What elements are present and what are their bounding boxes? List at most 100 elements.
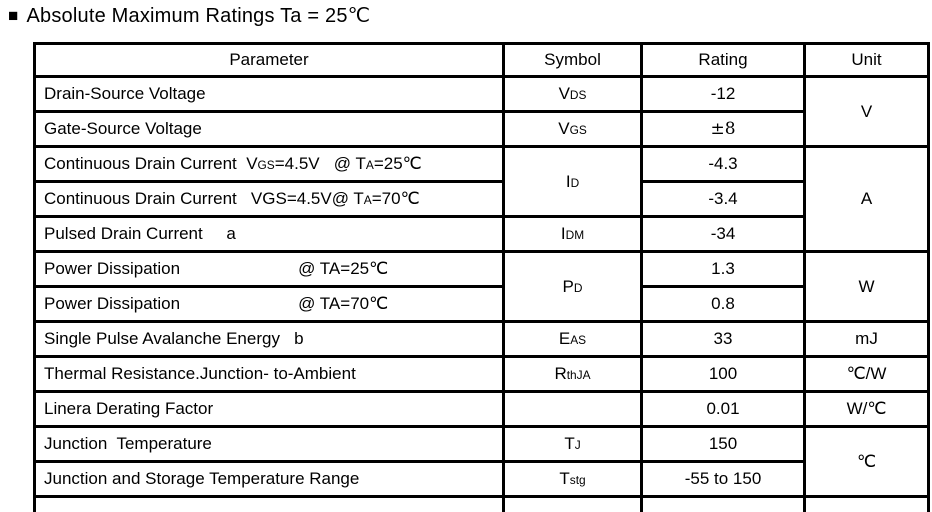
rating-cell: 1.3 xyxy=(642,252,805,287)
symbol-cell xyxy=(504,392,642,427)
subscript: stg xyxy=(570,473,586,487)
text-segment: Pulsed Drain Current a xyxy=(44,224,236,243)
symbol-cell: PD xyxy=(504,252,642,322)
cutoff-cell xyxy=(504,497,642,512)
cutoff-cell xyxy=(805,497,929,512)
table-row: Pulsed Drain Current a IDM-34 xyxy=(35,217,929,252)
text-segment: Linera Derating Factor xyxy=(44,399,213,418)
parameter-cell: Power Dissipation @ TA=70℃ xyxy=(35,287,504,322)
rating-cell: -34 xyxy=(642,217,805,252)
text-segment: Continuous Drain Current VGS=4.5V@ T xyxy=(44,189,364,208)
subscript: AS xyxy=(570,333,586,347)
text-segment: =25℃ xyxy=(374,154,422,173)
subscript: A xyxy=(364,193,372,207)
symbol-cell: VGS xyxy=(504,112,642,147)
unit-cell: W xyxy=(805,252,929,322)
symbol-cell: TJ xyxy=(504,427,642,462)
table-row: Power Dissipation @ TA=70℃ 0.8 xyxy=(35,287,929,322)
unit-cell: ℃/W xyxy=(805,357,929,392)
text-segment: Power Dissipation @ TA=70℃ xyxy=(44,294,388,313)
rating-cell: 33 xyxy=(642,322,805,357)
text-segment: Power Dissipation @ TA=25℃ xyxy=(44,259,388,278)
table-row: Gate-Source Voltage VGS±8 xyxy=(35,112,929,147)
table-row: Thermal Resistance.Junction- to-Ambient R… xyxy=(35,357,929,392)
text-segment: P xyxy=(563,277,574,296)
rating-cell: 0.01 xyxy=(642,392,805,427)
symbol-cell: IDM xyxy=(504,217,642,252)
subscript: D xyxy=(571,176,580,190)
symbol-cell: Tstg xyxy=(504,462,642,497)
symbol-cell: EAS xyxy=(504,322,642,357)
text-segment: V xyxy=(559,84,570,103)
text-segment: T xyxy=(559,469,569,488)
text-segment: Continuous Drain Current V xyxy=(44,154,258,173)
subscript: D xyxy=(574,281,583,295)
rating-cell: -12 xyxy=(642,77,805,112)
subscript: DM xyxy=(566,228,585,242)
unit-cell: V xyxy=(805,77,929,147)
text-segment: =4.5V @ T xyxy=(275,154,366,173)
parameter-cell: Junction Temperature xyxy=(35,427,504,462)
subscript: A xyxy=(366,158,374,172)
header-symbol: Symbol xyxy=(504,44,642,77)
parameter-cell: Junction and Storage Temperature Range xyxy=(35,462,504,497)
rating-cell: 100 xyxy=(642,357,805,392)
symbol-cell: VDS xyxy=(504,77,642,112)
absolute-maximum-ratings-table: Parameter Symbol Rating Unit Drain-Sourc… xyxy=(33,42,930,512)
parameter-cell: Power Dissipation @ TA=25℃ xyxy=(35,252,504,287)
subscript: DS xyxy=(570,88,587,102)
text-segment: =70℃ xyxy=(372,189,420,208)
section-bullet-icon: ■ xyxy=(8,7,18,24)
rating-cell: -4.3 xyxy=(642,147,805,182)
header-row: Parameter Symbol Rating Unit xyxy=(35,44,929,77)
parameter-cell: Drain-Source Voltage xyxy=(35,77,504,112)
rating-cell: -55 to 150 xyxy=(642,462,805,497)
cutoff-cell xyxy=(35,497,504,512)
text-segment: Junction Temperature xyxy=(44,434,212,453)
parameter-cell: Continuous Drain Current VGS=4.5V@ TA=70… xyxy=(35,182,504,217)
text-segment: Junction and Storage Temperature Range xyxy=(44,469,359,488)
text-segment: E xyxy=(559,329,570,348)
symbol-cell: ID xyxy=(504,147,642,217)
unit-cell: ℃ xyxy=(805,427,929,497)
section-title-text: Absolute Maximum Ratings Ta = 25℃ xyxy=(26,3,370,28)
parameter-cell: Gate-Source Voltage xyxy=(35,112,504,147)
text-segment: Drain-Source Voltage xyxy=(44,84,206,103)
cutoff-cell xyxy=(642,497,805,512)
subscript: J xyxy=(575,438,581,452)
section-title: ■ Absolute Maximum Ratings Ta = 25℃ xyxy=(8,3,370,28)
table-row: Drain-Source Voltage VDS-12 V xyxy=(35,77,929,112)
text-segment: T xyxy=(564,434,574,453)
header-rating: Rating xyxy=(642,44,805,77)
subscript: GS xyxy=(570,123,587,137)
text-segment: R xyxy=(554,364,566,383)
parameter-cell: Continuous Drain Current VGS=4.5V @ TA=2… xyxy=(35,147,504,182)
header-unit: Unit xyxy=(805,44,929,77)
rating-cell: 0.8 xyxy=(642,287,805,322)
header-parameter: Parameter xyxy=(35,44,504,77)
table-row: Junction and Storage Temperature Range Ts… xyxy=(35,462,929,497)
parameter-cell: Thermal Resistance.Junction- to-Ambient xyxy=(35,357,504,392)
text-segment: Thermal Resistance.Junction- to-Ambient xyxy=(44,364,356,383)
unit-cell: mJ xyxy=(805,322,929,357)
subscript: thJA xyxy=(567,368,591,382)
text-segment: Gate-Source Voltage xyxy=(44,119,202,138)
rating-cell: 150 xyxy=(642,427,805,462)
subscript: GS xyxy=(258,158,275,172)
unit-cell: W/℃ xyxy=(805,392,929,427)
table-row: Continuous Drain Current VGS=4.5V @ TA=2… xyxy=(35,147,929,182)
rating-cell: ±8 xyxy=(642,112,805,147)
text-segment: Single Pulse Avalanche Energy b xyxy=(44,329,304,348)
parameter-cell: Linera Derating Factor xyxy=(35,392,504,427)
table-row: Continuous Drain Current VGS=4.5V@ TA=70… xyxy=(35,182,929,217)
parameter-cell: Pulsed Drain Current a xyxy=(35,217,504,252)
unit-cell: A xyxy=(805,147,929,252)
table-header: Parameter Symbol Rating Unit xyxy=(35,44,929,77)
rating-cell: -3.4 xyxy=(642,182,805,217)
parameter-cell: Single Pulse Avalanche Energy b xyxy=(35,322,504,357)
